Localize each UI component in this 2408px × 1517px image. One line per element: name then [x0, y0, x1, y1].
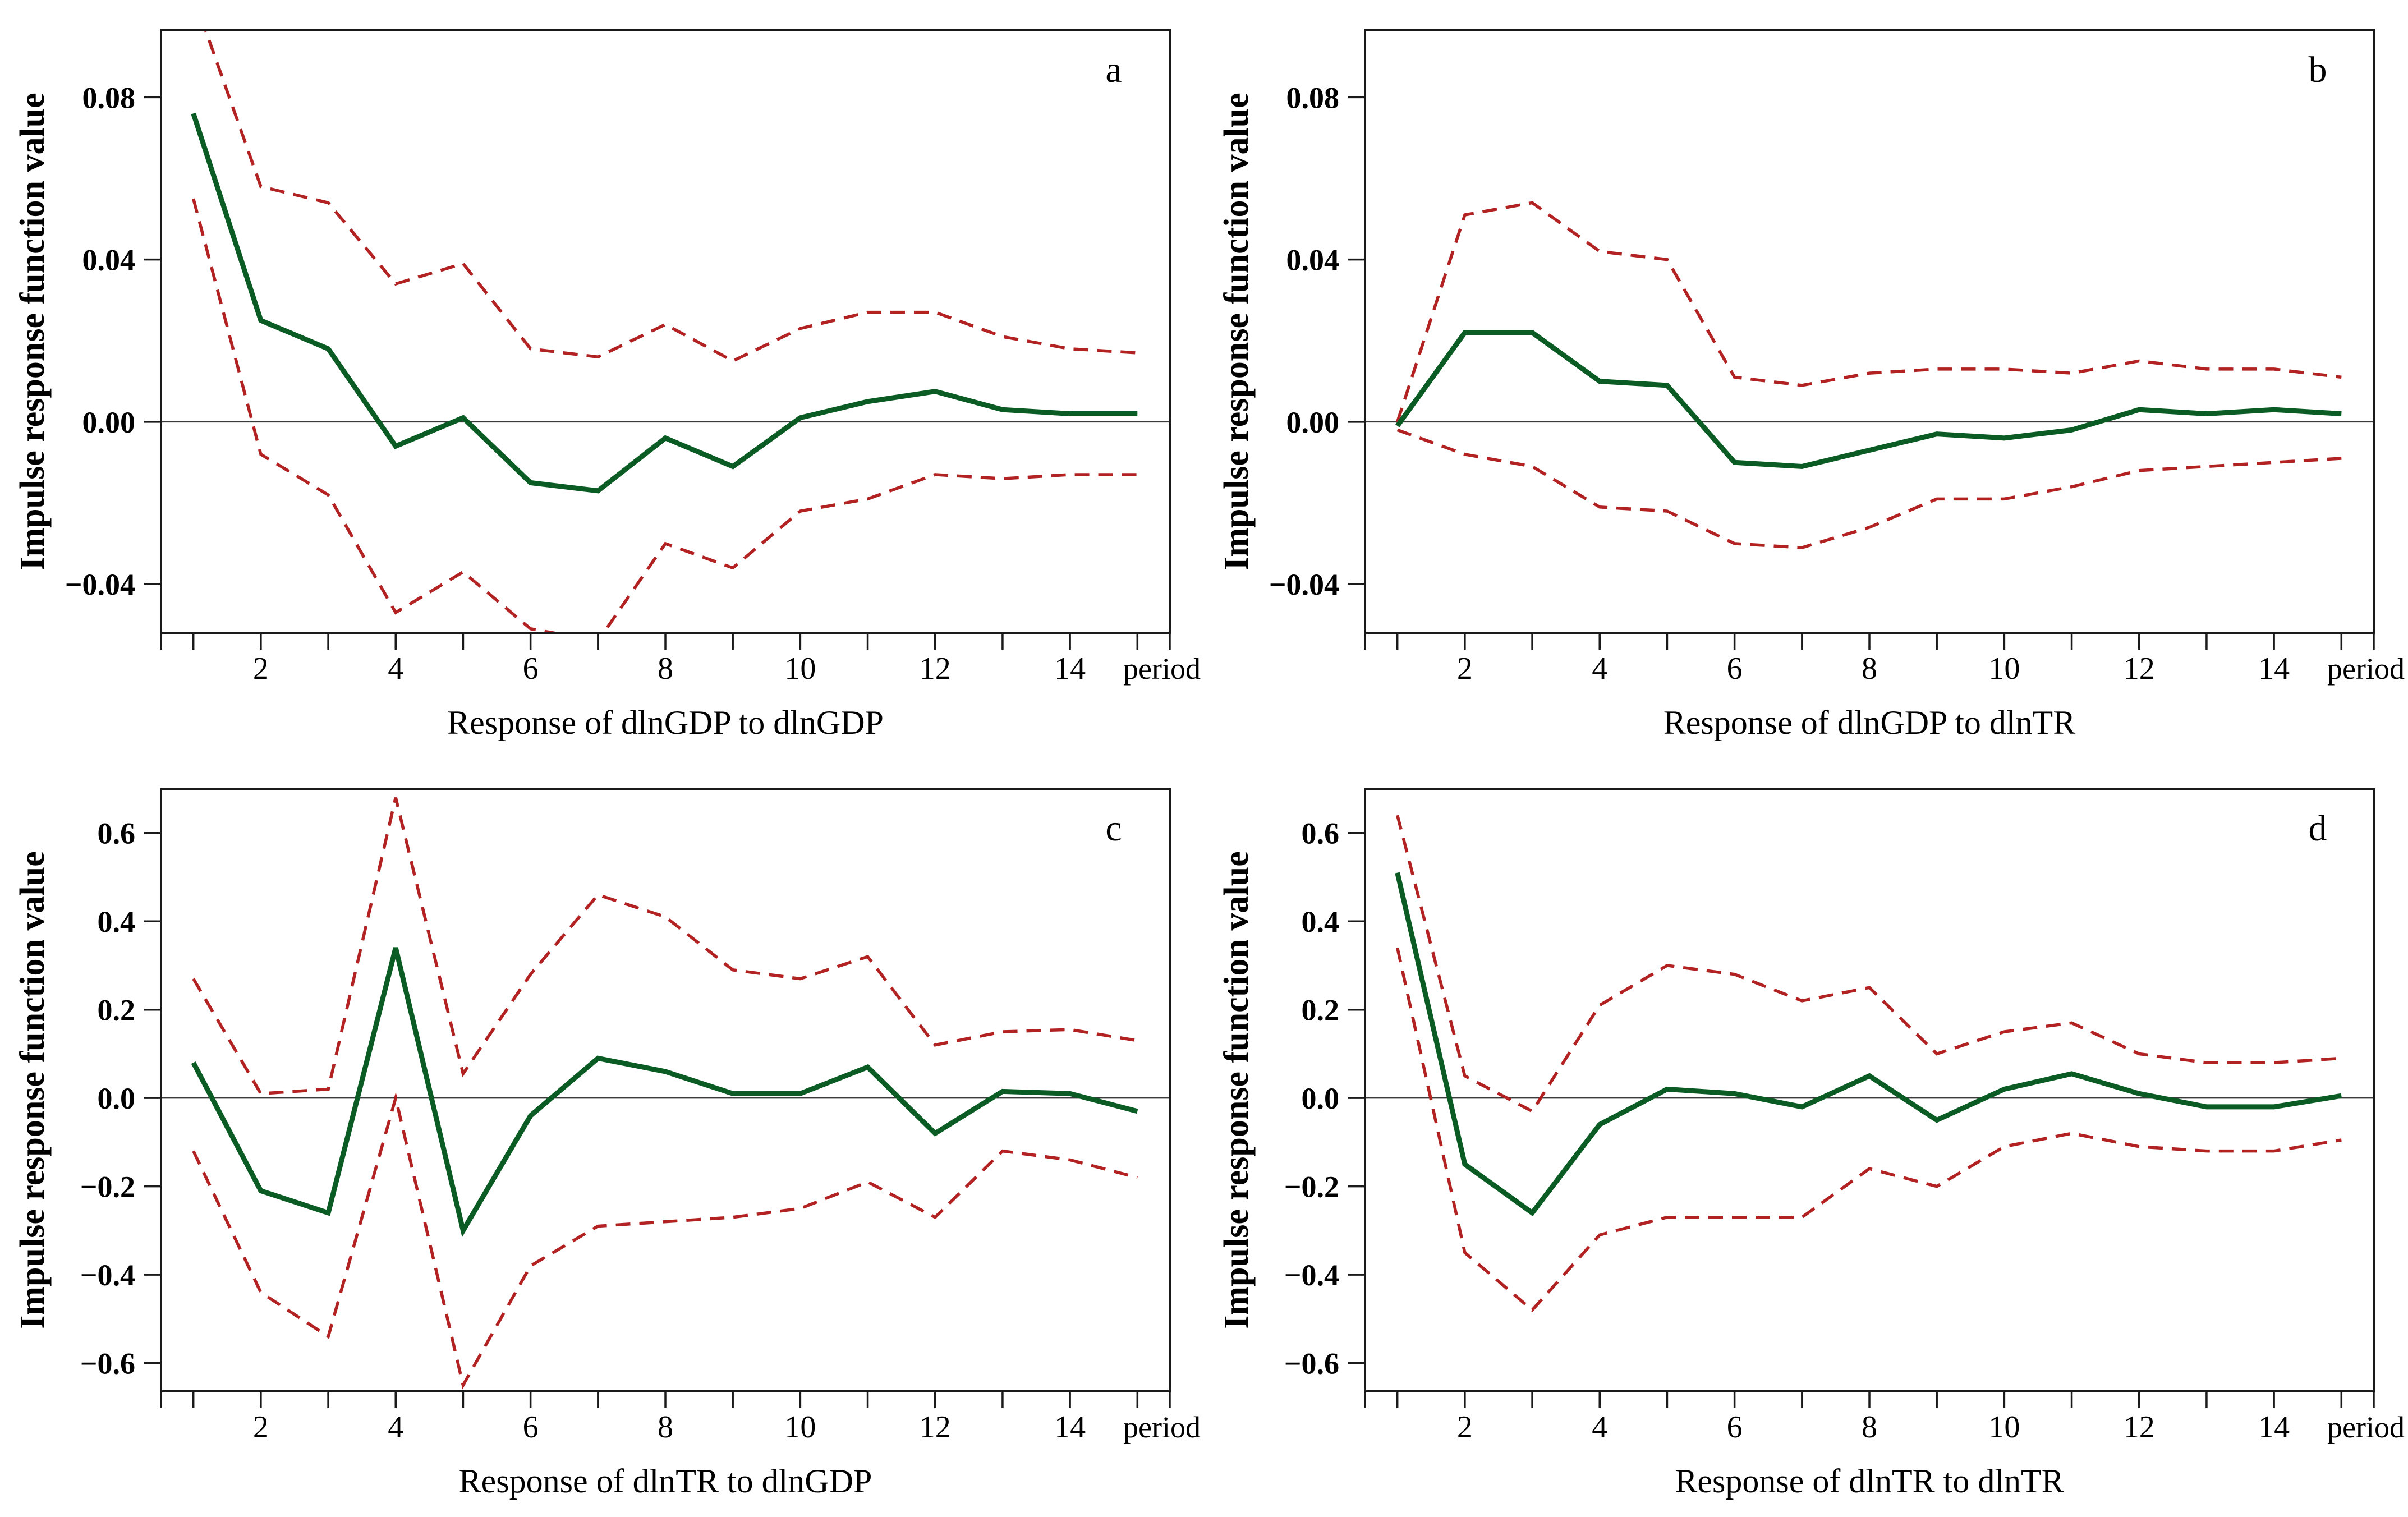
y-tick-label: −0.4 — [80, 1258, 135, 1292]
y-axis-label: Impulse response function value — [13, 851, 52, 1328]
irf-chart-c: 2 4 6 8 10 12 14 period 0.6 0.4 0.2 0.0 −0.2 −0.4 −0.6… — [13, 788, 1201, 1500]
y-tick-label: −0.2 — [1284, 1170, 1339, 1204]
x-tick-label: 6 — [1727, 651, 1743, 686]
y-tick-label: 0.0 — [1302, 1082, 1340, 1115]
x-tick-label: 12 — [2124, 1410, 2155, 1445]
x-tick-label: 12 — [2124, 651, 2155, 686]
panel-letter: d — [2309, 808, 2327, 849]
upper-band-line — [192, 797, 1138, 1096]
x-tick-label: 10 — [784, 1410, 816, 1445]
x-tick-label: 8 — [1862, 1410, 1877, 1445]
y-tick-label: 0.4 — [98, 905, 136, 939]
y-tick-label: −0.04 — [1269, 568, 1339, 601]
y-tick-label: −0.2 — [80, 1170, 135, 1204]
panel-title: Response of dlnGDP to dlnTR — [1663, 704, 2075, 741]
x-tick-label: 14 — [2258, 1410, 2290, 1445]
y-axis-label: Impulse response function value — [13, 93, 52, 570]
irf-line — [1395, 330, 2342, 470]
x-tick-label: 10 — [1988, 1410, 2020, 1445]
plot-box — [1364, 788, 2375, 1392]
upper-band-line — [204, 30, 1138, 363]
period-label: period — [2327, 652, 2405, 686]
x-tick-label: 6 — [523, 651, 539, 686]
y-tick-label: 0.04 — [1286, 243, 1340, 277]
irf-chart-a: 2 4 6 8 10 12 14 period 0.08 0.04 0.00 −0.04 a Respon… — [13, 29, 1201, 741]
irf-panel-a: 2 4 6 8 10 12 14 period 0.08 0.04 0.00 −0.04 a Respon… — [0, 0, 1204, 759]
lower-band-line — [192, 198, 1138, 633]
y-tick-label: 0.0 — [98, 1082, 136, 1115]
curves-group — [1395, 201, 2342, 549]
irf-chart-d: 2 4 6 8 10 12 14 period 0.6 0.4 0.2 0.0 −0.2 −0.4 −0.6… — [1217, 788, 2405, 1500]
panel-letter: a — [1105, 49, 1122, 90]
y-tick-label: −0.4 — [1284, 1258, 1339, 1292]
panel-letter: c — [1105, 808, 1122, 849]
panel-title: Response of dlnGDP to dlnGDP — [447, 704, 884, 741]
panel-title: Response of dlnTR to dlnGDP — [459, 1463, 872, 1500]
irf-line — [1395, 872, 2342, 1217]
y-tick-label: 0.08 — [82, 81, 136, 114]
x-tick-label: 6 — [1727, 1410, 1743, 1445]
period-label: period — [1123, 652, 1201, 686]
y-tick-label: −0.04 — [65, 568, 135, 601]
x-tick-label: 2 — [253, 651, 269, 686]
irf-panel-d: 2 4 6 8 10 12 14 period 0.6 0.4 0.2 0.0 −0.2 −0.4 −0.6… — [1204, 759, 2408, 1517]
x-tick-label: 4 — [1592, 1410, 1607, 1445]
x-tick-label: 12 — [920, 1410, 951, 1445]
x-tick-label: 8 — [1862, 651, 1877, 686]
x-tick-label: 2 — [1457, 1410, 1473, 1445]
y-tick-label: −0.6 — [80, 1347, 135, 1381]
x-tick-label: 2 — [253, 1410, 269, 1445]
curves-group — [1395, 815, 2342, 1312]
curves-group — [191, 797, 1138, 1390]
x-tick-label: 10 — [784, 651, 816, 686]
x-tick-label: 4 — [388, 1410, 403, 1445]
y-tick-label: 0.6 — [1302, 817, 1340, 851]
irf-panel-b: 2 4 6 8 10 12 14 period 0.08 0.04 0.00 −0.04 b Respon… — [1204, 0, 2408, 759]
x-tick-label: 8 — [658, 1410, 673, 1445]
curves-group — [191, 30, 1138, 633]
upper-band-line — [1396, 815, 2342, 1114]
y-tick-label: 0.2 — [1302, 994, 1340, 1027]
x-tick-label: 8 — [658, 651, 673, 686]
lower-band-line — [192, 1092, 1138, 1390]
upper-band-line — [1396, 201, 2342, 422]
x-tick-label: 10 — [1988, 651, 2020, 686]
x-tick-label: 14 — [2258, 651, 2290, 686]
y-tick-label: 0.04 — [82, 243, 136, 277]
irf-chart-b: 2 4 6 8 10 12 14 period 0.08 0.04 0.00 −0.04 b Respon… — [1217, 29, 2405, 741]
x-tick-label: 2 — [1457, 651, 1473, 686]
y-tick-label: 0.08 — [1286, 81, 1340, 114]
y-tick-label: 0.4 — [1302, 905, 1340, 939]
x-tick-label: 12 — [920, 651, 951, 686]
x-tick-label: 14 — [1054, 651, 1086, 686]
x-tick-label: 4 — [388, 651, 403, 686]
x-tick-label: 14 — [1054, 1410, 1086, 1445]
lower-band-line — [1396, 428, 2342, 549]
y-axis-label: Impulse response function value — [1217, 93, 1256, 570]
y-tick-label: −0.6 — [1284, 1347, 1339, 1381]
irf-line — [191, 947, 1138, 1238]
y-tick-label: 0.00 — [82, 406, 136, 439]
period-label: period — [2327, 1410, 2405, 1444]
panel-letter: b — [2309, 49, 2327, 90]
x-tick-label: 4 — [1592, 651, 1607, 686]
period-label: period — [1123, 1410, 1201, 1444]
lower-band-line — [1396, 947, 2342, 1312]
y-axis-label: Impulse response function value — [1217, 851, 1256, 1328]
x-tick-label: 6 — [523, 1410, 539, 1445]
y-tick-label: 0.00 — [1286, 406, 1340, 439]
y-tick-label: 0.2 — [98, 994, 136, 1027]
y-tick-label: 0.6 — [98, 817, 136, 851]
irf-line — [191, 112, 1138, 494]
irf-panel-c: 2 4 6 8 10 12 14 period 0.6 0.4 0.2 0.0 −0.2 −0.4 −0.6… — [0, 759, 1204, 1517]
panel-title: Response of dlnTR to dlnTR — [1675, 1463, 2064, 1500]
